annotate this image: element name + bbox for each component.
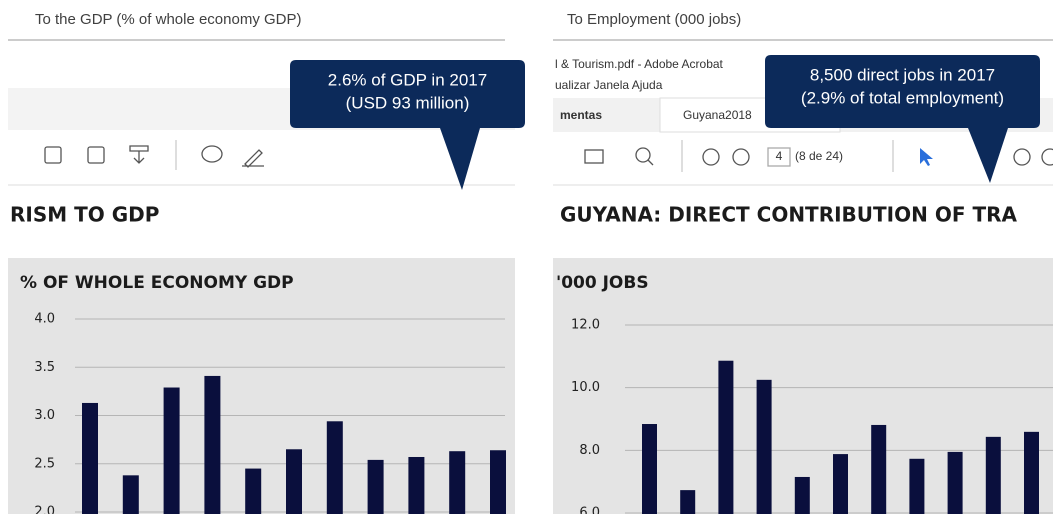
bar [367, 459, 384, 514]
screen-text: Guyana2018 [683, 108, 752, 122]
y-tick-label: 3.5 [34, 360, 55, 375]
bar [245, 468, 262, 514]
bar [718, 360, 734, 514]
y-tick-label: 10.0 [571, 380, 600, 395]
screen-text: ualizar Janela Ajuda [555, 78, 663, 92]
bar [985, 436, 1001, 514]
callout-text: (2.9% of total employment) [801, 88, 1004, 107]
bar [794, 476, 810, 514]
bar [871, 424, 887, 514]
bar [286, 449, 302, 514]
bar [1024, 431, 1039, 514]
bar [909, 458, 925, 514]
y-tick-label: 6.0 [579, 506, 600, 514]
y-tick-label: 3.0 [34, 408, 55, 423]
screen-text: mentas [560, 108, 602, 122]
section-title: GUYANA: DIRECT CONTRIBUTION OF TRA [560, 203, 1017, 227]
bar [680, 490, 696, 514]
section-title: RISM TO GDP [10, 203, 159, 227]
bar [449, 451, 466, 514]
callout-box [290, 60, 525, 190]
y-tick-label: 12.0 [571, 318, 600, 333]
bar [326, 421, 343, 514]
y-tick-label: 2.5 [34, 456, 55, 471]
section-heading: To the GDP (% of whole economy GDP) [35, 11, 302, 28]
y-tick-label: 8.0 [579, 443, 600, 458]
callout-box [765, 55, 1040, 183]
bar [122, 475, 139, 514]
bar [490, 450, 506, 514]
screen-text: 4 [776, 149, 783, 163]
bar [163, 387, 180, 514]
chart: l & Tourism.pdf - Adobe Acrobat ualizar J… [555, 57, 1053, 514]
y-tick-label: 4.0 [34, 312, 55, 327]
callout-text: (USD 93 million) [346, 93, 470, 112]
chart-title: '000 JOBS [556, 273, 649, 293]
section-heading: To Employment (000 jobs) [567, 11, 741, 28]
y-tick-label: 2.0 [34, 505, 55, 514]
bar [82, 402, 98, 514]
bar [408, 456, 425, 514]
screen-text: (8 de 24) [795, 149, 843, 163]
bar [947, 451, 963, 514]
bar [642, 424, 657, 514]
screen-text: l & Tourism.pdf - Adobe Acrobat [555, 57, 724, 71]
callout-text: 8,500 direct jobs in 2017 [810, 65, 995, 84]
chart-title: % OF WHOLE ECONOMY GDP [20, 273, 294, 293]
bar [756, 379, 772, 514]
callout-text: 2.6% of GDP in 2017 [328, 70, 487, 89]
bar [204, 375, 221, 514]
bar [833, 454, 848, 514]
chart: RISM TO GDP % OF WHOLE ECONOMY GDP 4.0 3.5 3… [10, 203, 506, 514]
